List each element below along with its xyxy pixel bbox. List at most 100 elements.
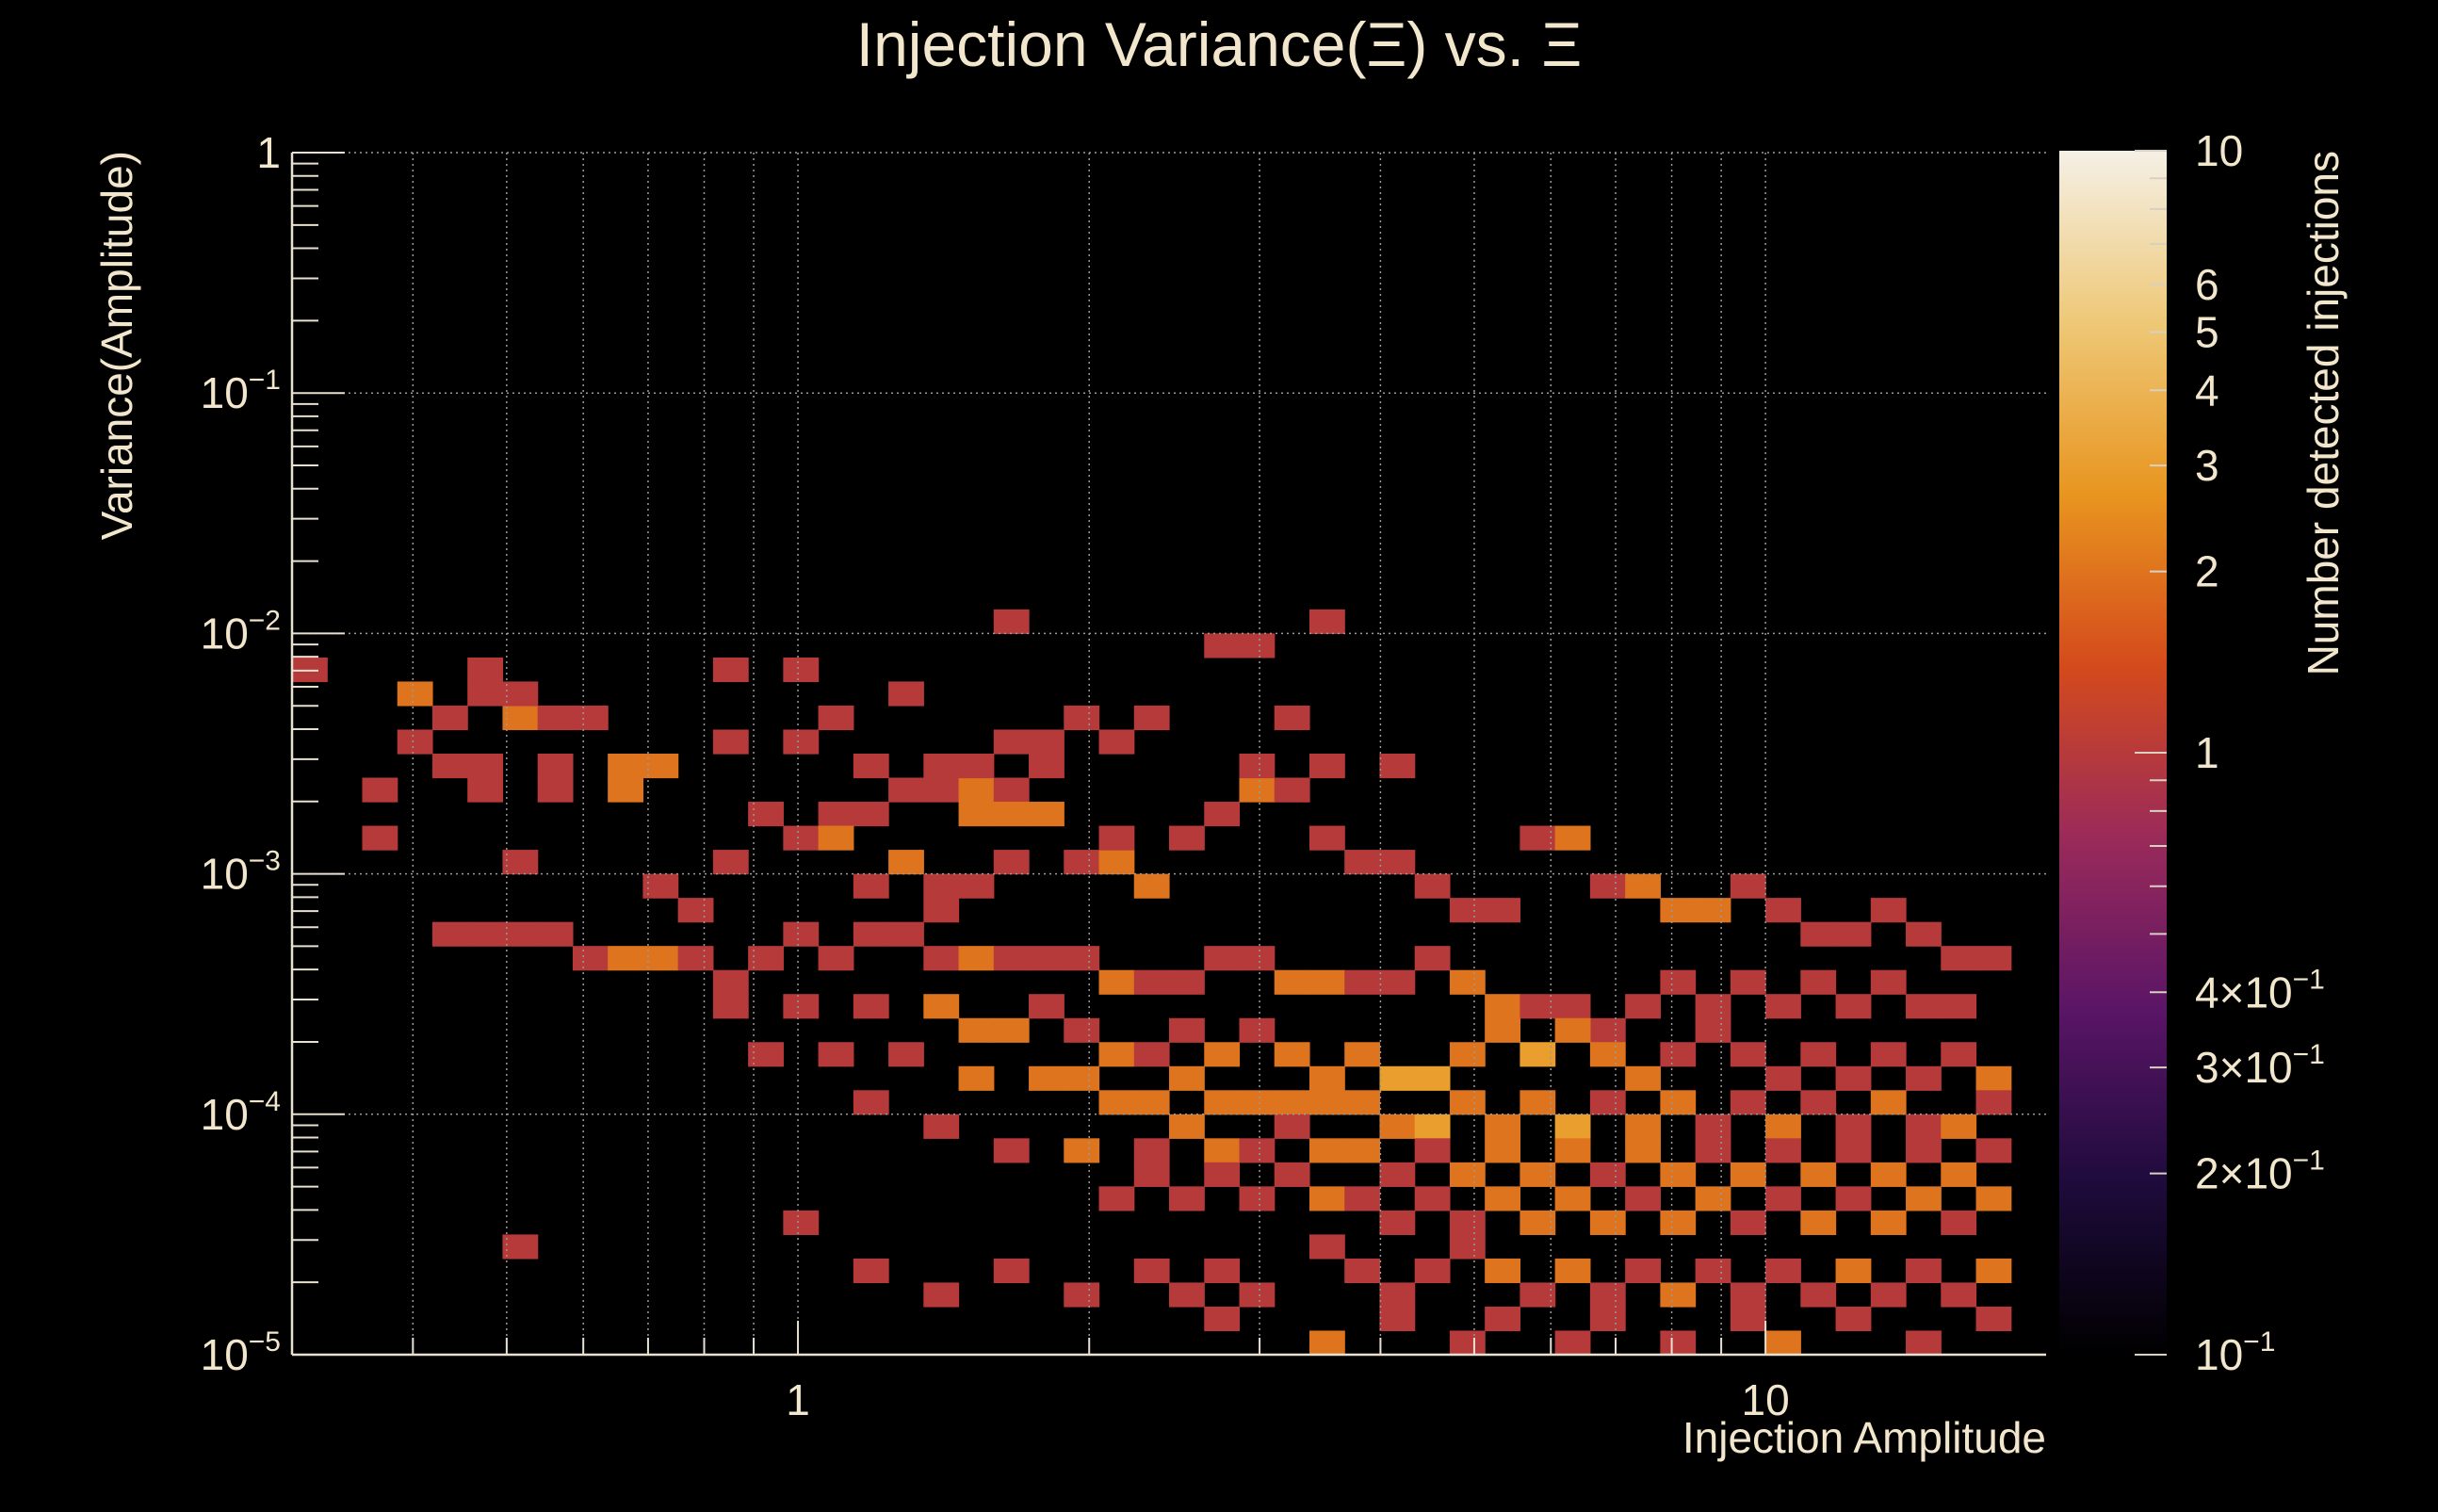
heatmap-cell xyxy=(1414,1186,1451,1211)
y-axis-label: Variance(Amplitude) xyxy=(92,151,141,540)
heatmap-cell xyxy=(1730,1306,1766,1332)
colorbar-label: Number detected injections xyxy=(2299,151,2348,675)
heatmap-cell xyxy=(1239,946,1276,971)
heatmap-cell xyxy=(1169,825,1205,851)
heatmap-cell xyxy=(1975,946,2012,971)
heatmap-cell xyxy=(1660,898,1697,923)
heatmap-cell xyxy=(502,921,539,947)
heatmap-cell xyxy=(1485,1186,1520,1211)
heatmap-cell xyxy=(1204,946,1241,971)
heatmap-cell xyxy=(888,921,924,947)
heatmap-cell xyxy=(1344,1258,1381,1284)
heatmap-cell xyxy=(1554,994,1591,1019)
colorbar-tick-label: 2 xyxy=(2195,547,2219,596)
heatmap-cell xyxy=(1870,1090,1907,1115)
heatmap-cell xyxy=(1589,1017,1626,1043)
heatmap-cell xyxy=(1239,1090,1276,1115)
heatmap-cell xyxy=(818,705,854,731)
heatmap-cell xyxy=(1870,1210,1907,1235)
heatmap-cell xyxy=(608,946,643,971)
heatmap-cell xyxy=(1379,1282,1416,1308)
heatmap-cell xyxy=(1589,873,1626,899)
heatmap-cell xyxy=(1906,1186,1942,1211)
heatmap-cell xyxy=(712,994,749,1019)
heatmap-cell xyxy=(1765,1330,1801,1356)
heatmap-cell xyxy=(1169,1065,1205,1091)
heatmap-cell xyxy=(1308,1234,1345,1260)
heatmap-cell xyxy=(1554,1186,1591,1211)
heatmap-cell xyxy=(1660,1162,1697,1187)
heatmap-cell xyxy=(1941,1114,1977,1139)
heatmap-cell xyxy=(1029,1065,1065,1091)
heatmap-cell xyxy=(1239,1186,1276,1211)
heatmap-cell xyxy=(958,802,995,827)
heatmap-cell xyxy=(1906,1330,1942,1356)
heatmap-cell xyxy=(1800,969,1837,995)
heatmap-cell xyxy=(431,705,468,731)
heatmap-cell xyxy=(1204,1162,1241,1187)
heatmap-cell xyxy=(1730,1042,1766,1067)
heatmap-cell xyxy=(1414,1258,1451,1284)
heatmap-cell xyxy=(1133,969,1170,995)
heatmap-cell xyxy=(993,1258,1030,1284)
heatmap-cell xyxy=(1029,729,1065,755)
heatmap-cell xyxy=(993,802,1030,827)
heatmap-cell xyxy=(1379,969,1416,995)
heatmap-cell xyxy=(888,850,924,875)
heatmap-cell xyxy=(1169,1186,1205,1211)
heatmap-cell xyxy=(1625,1065,1661,1091)
heatmap-cell xyxy=(1835,994,1872,1019)
heatmap-cell xyxy=(1098,1042,1135,1067)
heatmap-cell xyxy=(1274,777,1310,803)
heatmap-cell xyxy=(362,825,398,851)
heatmap-cell xyxy=(1379,1210,1416,1235)
heatmap-cell xyxy=(1098,1090,1135,1115)
heatmap-cell xyxy=(1308,1186,1345,1211)
heatmap-cell xyxy=(1730,1090,1766,1115)
heatmap-cell xyxy=(1204,802,1241,827)
heatmap-cell xyxy=(397,681,433,707)
heatmap-cell xyxy=(1274,1114,1310,1139)
heatmap-cell xyxy=(1800,1090,1837,1115)
heatmap-cell xyxy=(537,921,574,947)
heatmap-cell xyxy=(853,921,889,947)
heatmap-cell xyxy=(1274,1090,1310,1115)
heatmap-cell xyxy=(853,1258,889,1284)
heatmap-cell xyxy=(1064,1138,1100,1163)
heatmap-cell xyxy=(923,873,960,899)
heatmap-cell xyxy=(1414,1138,1451,1163)
heatmap-cell xyxy=(1906,1065,1942,1091)
heatmap-cell xyxy=(1554,825,1591,851)
heatmap-cell xyxy=(1660,969,1697,995)
heatmap-cell xyxy=(1835,1186,1872,1211)
y-tick-label: 1 xyxy=(256,128,281,177)
heatmap-cell xyxy=(1308,1138,1345,1163)
heatmap-cell xyxy=(1906,1114,1942,1139)
heatmap-cell xyxy=(853,1090,889,1115)
heatmap-cell xyxy=(1133,873,1170,899)
heatmap-cell xyxy=(1625,1114,1661,1139)
heatmap-cell xyxy=(888,1042,924,1067)
heatmap-cell xyxy=(1765,1258,1801,1284)
heatmap-cell xyxy=(1344,850,1381,875)
heatmap-cell xyxy=(362,777,398,803)
heatmap-cell xyxy=(1835,1306,1872,1332)
heatmap-cell xyxy=(1835,1138,1872,1163)
heatmap-cell xyxy=(502,681,539,707)
heatmap-cell xyxy=(1133,1090,1170,1115)
colorbar-tick-label: 5 xyxy=(2195,307,2219,356)
heatmap-cell xyxy=(1554,1258,1591,1284)
heatmap-cell xyxy=(923,946,960,971)
heatmap-cell xyxy=(783,921,820,947)
heatmap-cell xyxy=(1941,994,1977,1019)
heatmap-cell xyxy=(537,777,574,803)
heatmap-cell xyxy=(1520,1162,1556,1187)
colorbar-tick-label: 4×10−1 xyxy=(2195,964,2325,1016)
heatmap-cell xyxy=(1485,1017,1520,1043)
heatmap-cell xyxy=(1169,1017,1205,1043)
heatmap-cell xyxy=(712,729,749,755)
heatmap-cell xyxy=(818,825,854,851)
heatmap-cell xyxy=(1344,1042,1381,1067)
